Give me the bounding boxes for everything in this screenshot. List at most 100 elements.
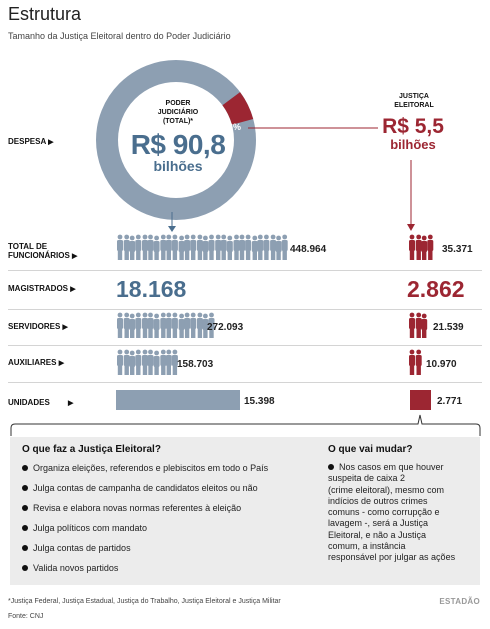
person-icon bbox=[202, 313, 209, 338]
arrow-down-icon bbox=[168, 212, 176, 232]
list-item: Valida novos partidos bbox=[22, 562, 118, 574]
person-icon bbox=[153, 350, 160, 375]
person-icon bbox=[281, 234, 288, 260]
person-icon bbox=[147, 312, 154, 338]
list-item: Julga contas de partidos bbox=[22, 542, 131, 554]
donut-judiciario-ring bbox=[96, 60, 256, 220]
person-icon bbox=[178, 235, 185, 260]
share-label: 6% bbox=[228, 122, 242, 132]
list-item: Organiza eleições, referendos e plebisci… bbox=[22, 462, 268, 474]
person-icon bbox=[129, 235, 136, 260]
arrow-right-icon: ▶ bbox=[68, 400, 74, 407]
person-icon bbox=[226, 235, 233, 260]
bullet-icon bbox=[328, 464, 334, 470]
person-icon bbox=[196, 234, 203, 260]
list-item: Julga contas de campanha de candidatos e… bbox=[22, 482, 258, 494]
eleitoral-connector bbox=[248, 127, 415, 231]
person-icon bbox=[220, 234, 227, 260]
person-icon bbox=[171, 312, 178, 338]
arrow-right-icon: ▶ bbox=[62, 324, 68, 331]
arrow-right-icon: ▶ bbox=[58, 360, 65, 367]
publisher-logo: ESTADÃO bbox=[439, 597, 480, 606]
person-icon bbox=[415, 312, 422, 338]
list-item: Revisa e elabora novas normas referentes… bbox=[22, 502, 241, 514]
bullet-icon bbox=[22, 505, 28, 511]
info-panel: O que faz a Justiça Eleitoral? Organiza … bbox=[10, 437, 480, 585]
bullet-icon bbox=[22, 545, 28, 551]
person-icon bbox=[421, 235, 428, 260]
arrow-right-icon: ▶ bbox=[70, 286, 76, 293]
person-icon bbox=[117, 349, 123, 375]
justica-eleitoral-label: JUSTIÇA ELEITORAL bbox=[394, 93, 434, 109]
panel-bracket bbox=[10, 414, 481, 436]
person-icon bbox=[153, 235, 160, 260]
person-icon bbox=[415, 234, 422, 260]
person-icon bbox=[147, 349, 154, 375]
bullet-icon bbox=[22, 525, 28, 531]
value-judiciario-unidades: 15.398 bbox=[244, 396, 275, 407]
person-icon bbox=[415, 349, 422, 375]
person-icon bbox=[123, 312, 130, 338]
person-icon bbox=[275, 235, 282, 260]
person-icon bbox=[409, 312, 415, 338]
person-icon bbox=[184, 312, 191, 338]
person-icon bbox=[142, 349, 148, 375]
panel-right-title: O que vai mudar? bbox=[328, 444, 413, 455]
person-icon bbox=[165, 349, 172, 375]
row-separator bbox=[8, 270, 482, 271]
source-note: Fonte: CNJ bbox=[8, 613, 44, 620]
page-subtitle: Tamanho da Justiça Eleitoral dentro do P… bbox=[8, 31, 231, 41]
row-separator bbox=[8, 309, 482, 310]
people-judiciario-funcionarios bbox=[116, 234, 289, 261]
panel-left-title: O que faz a Justiça Eleitoral? bbox=[22, 444, 161, 455]
person-icon bbox=[171, 349, 178, 375]
value-judiciario-magistrados: 18.168 bbox=[116, 276, 187, 302]
bar-judiciario-unidades bbox=[116, 390, 240, 410]
person-icon bbox=[257, 234, 264, 260]
person-icon bbox=[160, 312, 167, 338]
person-icon bbox=[270, 234, 277, 260]
list-item: Julga políticos com mandato bbox=[22, 522, 147, 534]
value-eleitoral-servidores: 21.539 bbox=[433, 322, 464, 333]
person-icon bbox=[153, 313, 160, 338]
person-icon bbox=[123, 234, 130, 260]
person-icon bbox=[196, 312, 203, 338]
value-judiciario-funcionarios: 448.964 bbox=[290, 244, 327, 255]
people-judiciario-servidores bbox=[116, 312, 216, 339]
person-icon bbox=[142, 234, 148, 260]
person-icon bbox=[251, 235, 258, 260]
despesa-label: DESPESA ▶ bbox=[8, 137, 54, 146]
people-eleitoral-servidores bbox=[408, 312, 429, 339]
row-label-unidades: UNIDADES ▶ bbox=[8, 398, 74, 407]
footnote: *Justiça Federal, Justiça Estadual, Just… bbox=[8, 598, 281, 605]
person-icon bbox=[239, 234, 245, 260]
person-icon bbox=[129, 313, 136, 338]
person-icon bbox=[135, 312, 142, 338]
person-icon bbox=[409, 234, 415, 260]
despesa-donut bbox=[96, 60, 256, 220]
value-eleitoral-funcionarios: 35.371 bbox=[442, 244, 473, 255]
person-icon bbox=[165, 234, 172, 260]
bullet-icon bbox=[22, 565, 28, 571]
row-label-funcionarios: TOTAL DE FUNCIONÁRIOS ▶ bbox=[8, 242, 78, 260]
bar-eleitoral-unidades bbox=[410, 390, 431, 410]
row-separator bbox=[8, 345, 482, 346]
bullet-icon bbox=[22, 465, 28, 471]
panel-right-text: Nos casos em que houver suspeita de caix… bbox=[328, 462, 456, 563]
person-icon bbox=[117, 312, 123, 338]
person-icon bbox=[129, 350, 136, 375]
person-icon bbox=[135, 234, 142, 260]
poder-despesa-value: R$ 90,8 bilhões bbox=[130, 129, 226, 174]
person-icon bbox=[160, 349, 167, 375]
person-icon bbox=[135, 349, 142, 375]
person-icon bbox=[409, 349, 415, 375]
person-icon bbox=[184, 234, 191, 260]
person-icon bbox=[208, 312, 215, 338]
row-separator bbox=[8, 382, 482, 383]
people-judiciario-auxiliares bbox=[116, 349, 179, 376]
person-icon bbox=[215, 234, 222, 260]
row-label-magistrados: MAGISTRADOS ▶ bbox=[8, 284, 76, 293]
person-icon bbox=[171, 234, 178, 260]
people-eleitoral-auxiliares bbox=[408, 349, 423, 376]
person-icon bbox=[190, 234, 197, 260]
